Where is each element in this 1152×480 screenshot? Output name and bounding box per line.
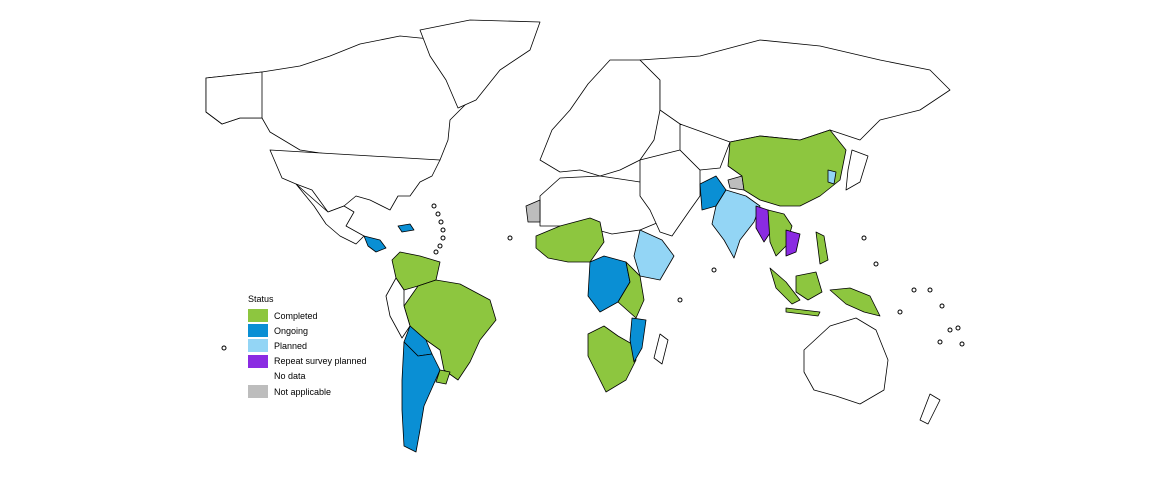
legend-label: Ongoing [274, 325, 309, 336]
legend-item: No data [248, 369, 367, 384]
land-masses [205, 19, 951, 453]
region-indonesia-east [829, 287, 881, 317]
legend-swatch [248, 354, 268, 368]
legend-label: No data [274, 371, 306, 382]
region-java [785, 307, 821, 317]
legend-swatch [248, 339, 268, 353]
legend-item: Repeat survey planned [248, 354, 367, 369]
region-europe [539, 59, 661, 177]
legend: Status Completed Ongoing Planned Repeat sur… [248, 294, 367, 399]
region-east-africa [617, 261, 645, 319]
region-west-africa [535, 217, 605, 263]
region-sumatra [769, 267, 801, 305]
region-north-africa [539, 175, 665, 235]
region-madagascar [653, 333, 669, 365]
legend-swatch [248, 385, 268, 399]
legend-item: Planned [248, 338, 367, 353]
region-alaska [205, 71, 263, 125]
region-greenland [419, 19, 541, 109]
region-peru [385, 277, 411, 339]
legend-item: Not applicable [248, 384, 367, 399]
legend-label: Planned [274, 340, 308, 351]
legend-swatch [248, 309, 268, 323]
legend-item: Ongoing [248, 323, 367, 338]
region-philippines [815, 231, 829, 265]
region-argentina-chile [401, 341, 441, 453]
region-cambodia [785, 229, 801, 257]
legend-label: Repeat survey planned [274, 356, 367, 367]
legend-item: Completed [248, 308, 367, 323]
region-korea [827, 169, 837, 185]
region-india [711, 189, 761, 259]
region-southern-africa [587, 325, 637, 393]
region-japan [845, 149, 869, 191]
small-islands [221, 203, 965, 351]
region-borneo [795, 271, 823, 301]
region-central-america [363, 235, 387, 253]
region-uruguay [435, 369, 451, 385]
legend-label: Completed [274, 310, 318, 321]
region-caribbean [397, 223, 415, 233]
legend-swatch [248, 324, 268, 338]
region-new-zealand [919, 393, 941, 425]
region-china [727, 129, 847, 207]
legend-items: Completed Ongoing Planned Repeat survey pla… [248, 308, 367, 399]
region-central-asia [679, 123, 731, 171]
region-usa [269, 149, 441, 213]
region-mozambique [629, 317, 647, 363]
region-sudan-ethiopia [633, 229, 675, 281]
region-western-sahara [525, 199, 541, 223]
legend-label: Not applicable [274, 386, 332, 397]
region-nepal [727, 175, 745, 191]
region-australia [803, 317, 889, 405]
legend-swatch [248, 369, 268, 383]
legend-title: Status [248, 294, 274, 304]
